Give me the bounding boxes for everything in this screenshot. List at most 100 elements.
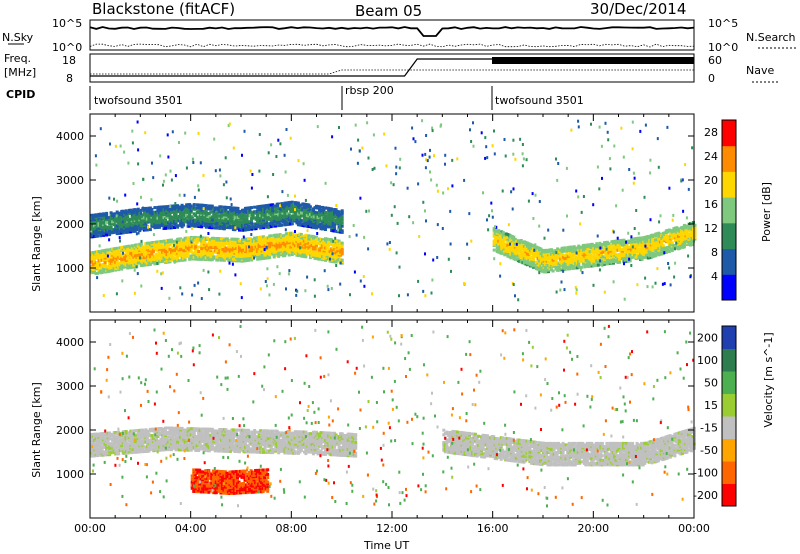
data-cell-3415	[515, 252, 519, 256]
data-cell-4751	[243, 129, 246, 133]
data-cell-4886	[565, 166, 568, 170]
data-cell-3973	[601, 255, 605, 259]
data-cell-2373	[201, 205, 205, 209]
data-cell-4792	[512, 152, 515, 156]
data-cell-2368	[201, 214, 205, 218]
data-cell-4825	[598, 125, 601, 129]
data-cell-1428	[305, 243, 309, 247]
data-cell-436	[156, 260, 160, 264]
data-cell-46	[97, 270, 101, 273]
data-cell-4812	[160, 272, 163, 276]
data-cell-4599	[193, 283, 196, 287]
data-cell-1236	[278, 245, 282, 249]
data-cell-4806	[680, 179, 683, 183]
data-cell-1637	[340, 258, 344, 262]
data-cell-335	[139, 242, 143, 246]
data-cell-3534	[534, 265, 538, 269]
data-cell-3247	[339, 221, 343, 225]
data-cell-4380	[667, 250, 671, 253]
data-cell-2962	[293, 210, 297, 214]
data-cell-4695	[250, 233, 253, 236]
data-cell-1994	[141, 224, 145, 228]
data-cell-2258	[183, 220, 187, 224]
data-cell-2273	[186, 220, 190, 224]
data-cell-3734	[565, 263, 569, 267]
data-cell-37	[96, 271, 99, 275]
data-cell-4920	[623, 297, 626, 301]
data-cell-935	[233, 242, 237, 246]
data-cell-562	[176, 254, 180, 258]
data-cell-3649	[551, 260, 555, 264]
data-cell-2477	[218, 205, 222, 209]
data-cell-1434	[307, 246, 311, 250]
data-cell-4748	[468, 256, 471, 260]
data-cell-137	[111, 258, 115, 262]
data-cell-4903	[556, 178, 559, 182]
data-cell-2674	[248, 206, 252, 210]
data-cell-4625	[121, 220, 124, 224]
data-cell-101	[105, 253, 109, 257]
data-cell-4818	[197, 184, 200, 188]
data-cell-3341	[504, 252, 508, 256]
data-cell-4952	[675, 241, 678, 245]
nsky-tick-top: 10^5	[52, 17, 82, 30]
data-cell-4762	[116, 199, 119, 203]
data-cell-424	[153, 242, 157, 246]
data-cell-4656	[164, 173, 167, 177]
data-cell-4935	[162, 179, 165, 183]
data-cell-2186	[171, 220, 175, 223]
data-cell-4857	[250, 186, 253, 190]
data-cell-4608	[424, 294, 427, 298]
data-cell-60	[99, 255, 103, 259]
data-cell-4905	[469, 128, 471, 132]
data-cell-3350	[504, 232, 508, 236]
data-cell-4482	[682, 243, 686, 247]
data-cell-4734	[604, 121, 607, 125]
data-cell-134	[111, 266, 115, 270]
data-cell-4070	[618, 257, 621, 261]
data-cell-2044	[148, 228, 152, 232]
data-cell-4664	[609, 167, 612, 171]
data-cell-2790	[268, 222, 272, 226]
data-cell-4810	[631, 245, 634, 249]
data-cell-4914	[286, 193, 289, 197]
data-cell-703	[197, 250, 201, 253]
data-cell-4752	[297, 159, 300, 163]
data-cell-3281	[494, 227, 498, 231]
data-cell-4826	[628, 168, 631, 171]
data-cell-4683	[603, 290, 606, 294]
data-cell-4274	[649, 246, 653, 250]
data-cell-4708	[240, 296, 243, 300]
data-cell-2765	[263, 222, 267, 226]
data-cell-4788	[575, 288, 578, 292]
data-cell-4875	[258, 169, 261, 173]
data-cell-1338	[293, 248, 297, 252]
data-cell-4667	[284, 228, 287, 232]
data-cell-4754	[414, 140, 417, 144]
data-cell-4964	[450, 269, 452, 273]
data-cell-4318	[655, 239, 659, 243]
data-cell-2768	[263, 213, 267, 217]
nsearch-tick-top: 10^5	[708, 17, 738, 30]
data-cell-861	[221, 237, 225, 241]
data-cell-2829	[274, 224, 278, 228]
data-cell-4609	[656, 137, 659, 141]
data-cell-4784	[349, 293, 351, 297]
data-cell-1531	[324, 258, 327, 262]
nsky-label: N.Sky	[2, 31, 34, 44]
data-cell-3939	[595, 243, 599, 247]
data-cell-4316	[655, 243, 659, 246]
data-cell-2858	[277, 202, 281, 206]
data-cell-822	[216, 258, 220, 262]
data-cell-1790	[111, 214, 115, 218]
data-cell-4634	[575, 251, 578, 255]
data-cell-2800	[269, 225, 273, 229]
data-cell-764	[206, 236, 210, 240]
data-cell-4855	[373, 166, 376, 170]
data-cell-140	[111, 252, 115, 256]
data-cell-1541	[324, 237, 327, 241]
data-cell-640	[186, 236, 190, 240]
data-cell-3974	[601, 250, 605, 254]
data-cell-4861	[606, 130, 609, 134]
data-cell-4879	[272, 173, 275, 176]
